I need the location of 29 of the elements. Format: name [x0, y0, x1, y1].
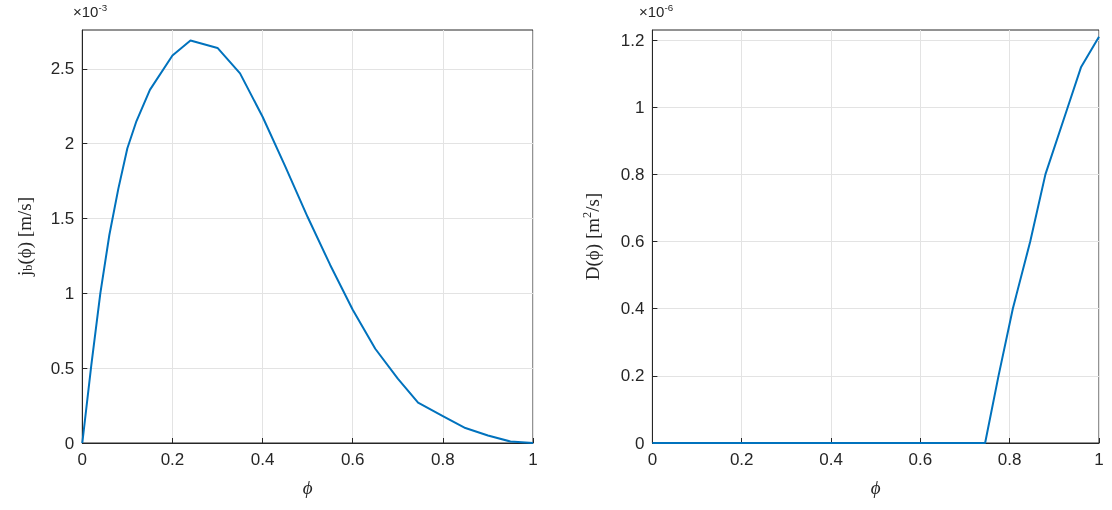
x-tick-label: 0.2 — [729, 450, 754, 469]
y-axis-title: D(ϕ) [m2/s] — [580, 192, 605, 281]
y-tick-label: 0.5 — [50, 358, 75, 378]
x-tick-label: 0.4 — [250, 450, 275, 469]
x-tick-label: 0.8 — [431, 450, 455, 469]
y-tick-label: 1.5 — [50, 209, 75, 229]
y-tick-label: 1.2 — [620, 30, 645, 50]
y-tick-label: 1 — [634, 97, 645, 117]
y-tick-label: 0 — [634, 433, 645, 453]
x-axis-title: ϕ — [870, 477, 881, 498]
x-axis-title: ϕ — [302, 477, 313, 498]
x-tick-label: 1 — [1094, 450, 1104, 469]
y-tick-label: 1 — [64, 283, 75, 303]
x-tick-label: 0.2 — [160, 450, 185, 469]
x-tick-label: 0.6 — [340, 450, 365, 469]
x-tick-label: 1 — [528, 450, 538, 469]
x-tick-label: 0.6 — [908, 450, 933, 469]
x-tick-label: 0 — [77, 450, 88, 469]
y-tick-label: 2 — [64, 134, 75, 154]
y-tick-label: 0.6 — [620, 232, 645, 252]
y-tick-label: 2.5 — [50, 59, 75, 79]
x-tick-label: 0.4 — [819, 450, 843, 469]
x-tick-label: 0.8 — [997, 450, 1022, 469]
y-tick-label: 0 — [64, 433, 75, 453]
y-tick-label: 0.8 — [620, 164, 645, 184]
y-tick-label: 0.2 — [620, 366, 645, 386]
x-tick-label: 0 — [647, 450, 658, 469]
y-tick-label: 0.4 — [620, 299, 645, 319]
y-axis-title: jb(ϕ) [m/s] — [14, 197, 36, 277]
